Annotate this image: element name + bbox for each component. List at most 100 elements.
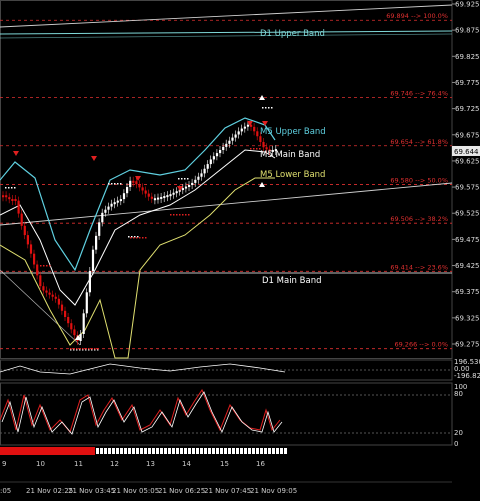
trend-line-lower [0, 182, 453, 226]
candle-body [135, 181, 138, 185]
session-bar-tick [272, 448, 275, 454]
plot-frame [0, 0, 453, 359]
signal-dot-red [256, 148, 258, 150]
fib-level-label: 69.414 --> 23.6% [390, 263, 448, 271]
signal-dot [181, 178, 183, 180]
price-axis-label: 69.625 [455, 157, 480, 165]
candle-body [153, 198, 157, 201]
signal-dot [137, 236, 139, 238]
oscillator-2-label: 0 [454, 440, 458, 448]
signal-dot-red [176, 214, 178, 216]
candle-body [219, 150, 222, 154]
candle-body [246, 124, 250, 127]
candle-body [14, 199, 17, 201]
signal-dot-red [253, 148, 255, 150]
sell-arrow-icon [262, 121, 268, 126]
candle-body [243, 126, 246, 129]
signal-dot [108, 183, 110, 185]
candle-body [95, 235, 98, 250]
m5-upper-band [0, 117, 276, 272]
session-bar-tick [100, 448, 103, 454]
signal-dot [134, 236, 136, 238]
session-bar-tick [108, 448, 111, 454]
time-axis-label: 21 Nov 09:05 [250, 487, 297, 495]
signal-dot [117, 183, 119, 185]
session-bar-tick [280, 448, 283, 454]
price-axis-label: 69.925 [455, 1, 480, 9]
session-bar-tick [252, 448, 255, 454]
oscillator-2-signal [0, 388, 281, 434]
session-bar-tick [184, 448, 187, 454]
candle-body [240, 128, 243, 132]
time-axis-label: 21 Nov 05:05 [112, 487, 159, 495]
oscillator-1-label: 196.5307 [454, 358, 480, 366]
candle-body [147, 193, 150, 197]
signal-dot-red [145, 237, 147, 239]
candle-body [126, 187, 129, 194]
hour-label: 10 [36, 460, 45, 468]
hour-label: 11 [74, 460, 83, 468]
session-bar-tick [120, 448, 123, 454]
price-axis-label: 69.725 [455, 105, 480, 113]
session-bar-tick [208, 448, 211, 454]
signal-dot [265, 107, 267, 109]
time-axis-label: 21 Nov 06:25 [158, 487, 205, 495]
candle-body [138, 184, 141, 188]
signal-dot [128, 236, 130, 238]
session-bar-tick [248, 448, 251, 454]
session-bar-tick [124, 448, 127, 454]
candle-body [48, 292, 51, 295]
session-bar-tick [220, 448, 223, 454]
candle-body [116, 200, 119, 203]
d1-upper-band-line [0, 30, 453, 35]
session-bar-tick [160, 448, 163, 454]
session-bar-tick [164, 448, 167, 454]
oscillator-1-label: -196.8293 [454, 372, 480, 380]
band-label-d1-upper: D1 Upper Band [260, 29, 325, 39]
fib-level-label: 69.654 --> 61.8% [390, 138, 448, 146]
candle-body [8, 197, 11, 200]
hour-label: 9 [2, 460, 6, 468]
candle-body [222, 146, 225, 150]
signal-dot [262, 107, 264, 109]
candle-body [85, 292, 88, 314]
candle-body [73, 329, 76, 336]
candle-body [215, 153, 219, 157]
fib-level-label: 69.266 --> 0.0% [394, 341, 448, 349]
signal-dot [8, 187, 10, 189]
hour-label: 15 [220, 460, 229, 468]
time-axis-label: 21 Nov 02:25 [26, 487, 73, 495]
price-axis-label: 69.425 [455, 262, 480, 270]
candle-body [265, 147, 268, 150]
session-bar-tick [236, 448, 239, 454]
signal-dot-red [49, 265, 51, 267]
d1-upper-band-line-2 [0, 33, 453, 39]
oscillator-2-label: 100 [454, 383, 467, 391]
candle-body [113, 202, 116, 205]
oscillator-2-label: 80 [454, 390, 463, 398]
candle-body [79, 334, 82, 341]
signal-dot-red [259, 148, 261, 150]
candle-body [274, 149, 277, 152]
session-bar-tick [180, 448, 183, 454]
candle-body [231, 137, 234, 141]
session-bar-tick [232, 448, 235, 454]
signal-dot-red [85, 348, 87, 350]
band-label-d1-main: D1 Main Band [262, 276, 321, 286]
price-axis-label: 69.675 [455, 131, 480, 139]
trend-line-upper [0, 4, 453, 28]
candle-body [70, 323, 73, 330]
session-bar-tick [216, 448, 219, 454]
price-axis-label: 69.875 [455, 27, 480, 35]
candle-body [122, 193, 126, 200]
candle-body [250, 124, 253, 127]
session-bar-tick [256, 448, 259, 454]
candle-body [268, 149, 271, 152]
candle-body [98, 222, 101, 236]
candle-body [160, 196, 163, 199]
session-bar-tick [196, 448, 199, 454]
oscillator-2-label: 20 [454, 429, 463, 437]
candle-body [17, 200, 20, 214]
